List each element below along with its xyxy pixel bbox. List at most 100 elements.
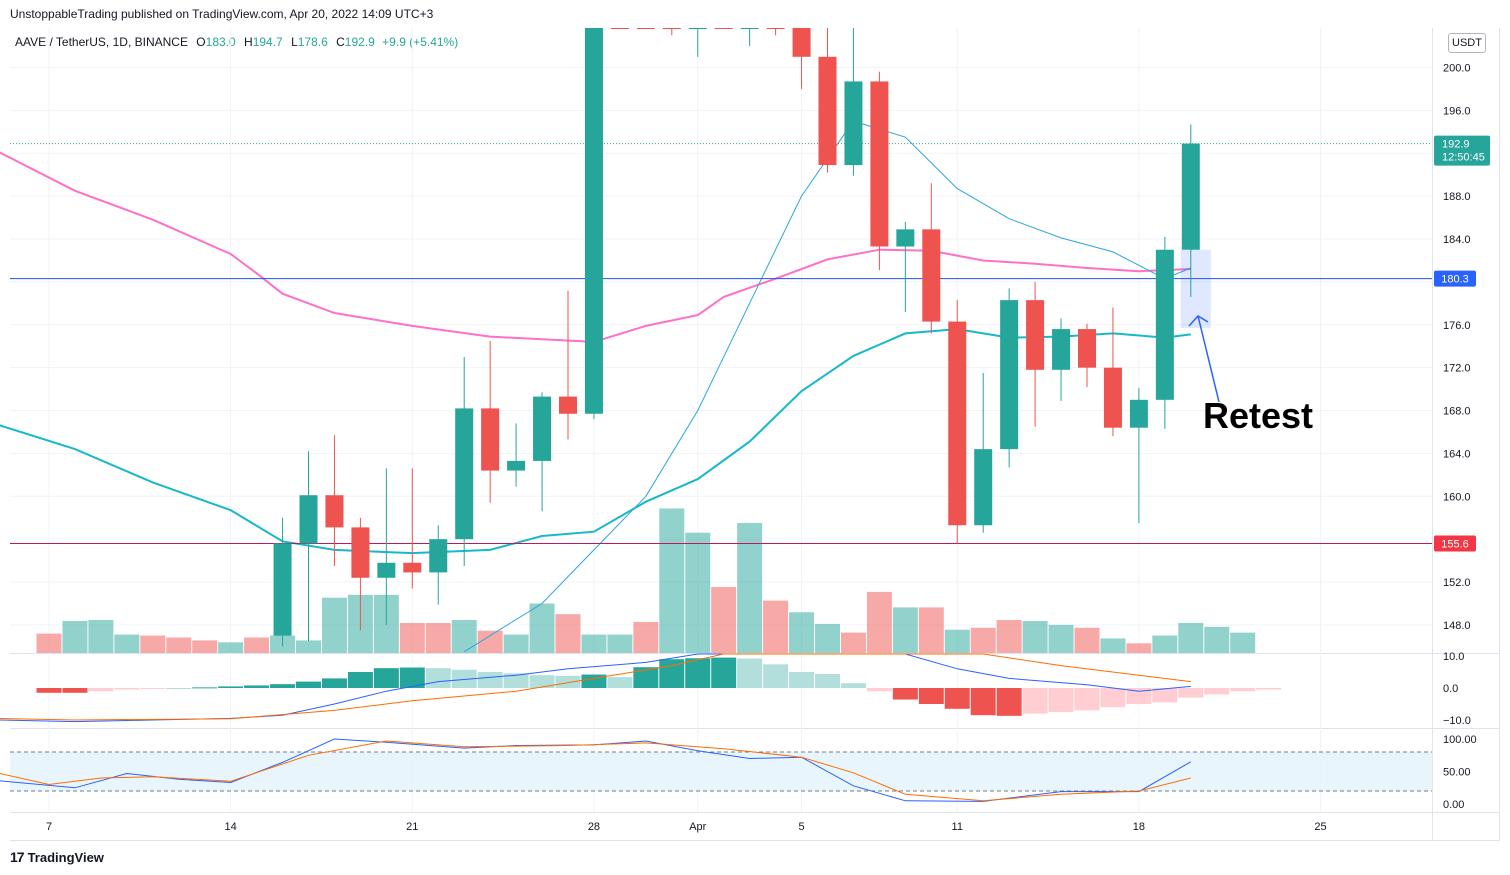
volume-bar [789, 612, 815, 653]
candle-body [636, 28, 655, 29]
candle-body [507, 460, 526, 471]
retest-annotation: Retest [1180, 249, 1313, 436]
macd-histogram-bar [840, 683, 866, 688]
bar-countdown: 12:50:45 [1442, 152, 1485, 164]
macd-histogram-bar [529, 675, 555, 688]
retest-arrow [1197, 315, 1220, 403]
currency-button[interactable]: USDT [1448, 33, 1486, 53]
macd-histogram-bar [192, 687, 218, 689]
candle-body [351, 527, 370, 578]
volume-bar [503, 634, 529, 653]
low-value: 178.6 [297, 35, 328, 49]
macd-histogram-bar [321, 678, 347, 688]
macd-histogram-bar [218, 686, 244, 688]
volume-bar [114, 634, 140, 653]
volume-bar [425, 622, 451, 653]
axes: 200.0196.0192.0188.0184.0176.0172.0168.0… [46, 63, 1490, 833]
candle-body [714, 28, 733, 29]
macd-histogram-bar [970, 688, 996, 716]
candle-body [533, 396, 552, 461]
date-tick: 28 [588, 821, 600, 833]
date-tick: Apr [689, 821, 706, 833]
volume-bar [685, 532, 711, 653]
volume-bar [321, 597, 347, 653]
macd-histogram-bar [996, 688, 1022, 716]
candle-body [1103, 367, 1122, 428]
candlesticks [273, 28, 1200, 647]
macd-histogram-bar [36, 688, 62, 693]
candle-body [610, 28, 629, 29]
candle-body [455, 408, 474, 540]
macd-histogram-bar [140, 688, 166, 689]
stoch-tick: 50.00 [1443, 767, 1471, 779]
candle-body [1000, 300, 1019, 450]
last-price-tag [1434, 135, 1490, 166]
volume-bars [36, 508, 1256, 653]
candle-body [1129, 399, 1148, 428]
volume-bar [918, 607, 944, 653]
macd-histogram-bar [477, 672, 503, 688]
price-tick: 148.0 [1443, 620, 1471, 632]
macd-pane [0, 653, 1282, 723]
macd-tick: −10.0 [1443, 715, 1471, 727]
open-label: O [196, 35, 206, 49]
change-value: +9.9 (+5.41%) [382, 35, 459, 49]
macd-histogram-bar [1178, 688, 1204, 698]
candle-body [325, 495, 344, 528]
tradingview-logo-icon: 17 [10, 849, 25, 865]
level-price-tag [1434, 535, 1476, 552]
volume-bar [944, 629, 970, 653]
low-label: L [291, 35, 298, 49]
date-tick: 5 [798, 821, 804, 833]
volume-bar [866, 591, 892, 653]
macd-histogram-bar [373, 668, 399, 688]
macd-histogram-bar [581, 674, 607, 688]
candle-body [896, 229, 915, 247]
last-price-value: 192.9 [1442, 139, 1470, 151]
stoch-tick: 100.00 [1443, 734, 1477, 746]
volume-bar [1048, 624, 1074, 653]
volume-bar [1230, 632, 1256, 653]
macd-tick: 0.0 [1443, 683, 1458, 695]
candle-body [273, 543, 292, 636]
volume-bar [1152, 635, 1178, 653]
macd-histogram-bar [685, 658, 711, 688]
date-tick: 18 [1133, 821, 1145, 833]
price-tick: 152.0 [1443, 577, 1471, 589]
volume-bar [1178, 622, 1204, 653]
symbol-name[interactable]: AAVE / TetherUS, 1D, BINANCE [15, 35, 188, 49]
price-tick: 196.0 [1443, 105, 1471, 117]
macd-histogram-bar [451, 669, 477, 688]
tradingview-logo[interactable]: 17 TradingView [10, 849, 104, 865]
volume-bar [140, 635, 166, 653]
price-tick: 176.0 [1443, 320, 1471, 332]
level-price-label: 155.6 [1441, 538, 1469, 550]
volume-bar [581, 634, 607, 653]
candle-body [1155, 249, 1174, 400]
candle-body [1052, 329, 1071, 370]
volume-bar [529, 603, 555, 653]
retest-box [1180, 249, 1211, 328]
level-price-label: 180.3 [1441, 274, 1469, 286]
macd-histogram-bar [866, 688, 892, 692]
candle-body [922, 229, 941, 322]
volume-bar [711, 587, 737, 653]
brand-label: TradingView [27, 850, 104, 865]
candle-body [1181, 143, 1200, 250]
date-tick: 25 [1314, 821, 1326, 833]
close-label: C [336, 35, 345, 49]
volume-bar [815, 623, 840, 653]
macd-histogram-bar [737, 658, 763, 688]
macd-histogram-bar [270, 684, 296, 688]
retest-arrowhead [1188, 315, 1209, 327]
symbol-legend: AAVE / TetherUS, 1D, BINANCE O183.0 H194… [15, 35, 458, 49]
candle-body [662, 28, 681, 29]
candle-body [974, 449, 993, 526]
macd-histogram-bar [1230, 688, 1256, 692]
candle-body [792, 28, 811, 57]
date-tick: 7 [46, 821, 52, 833]
chart-frame [10, 28, 1500, 841]
volume-bar [996, 620, 1022, 653]
date-tick: 11 [952, 821, 963, 833]
